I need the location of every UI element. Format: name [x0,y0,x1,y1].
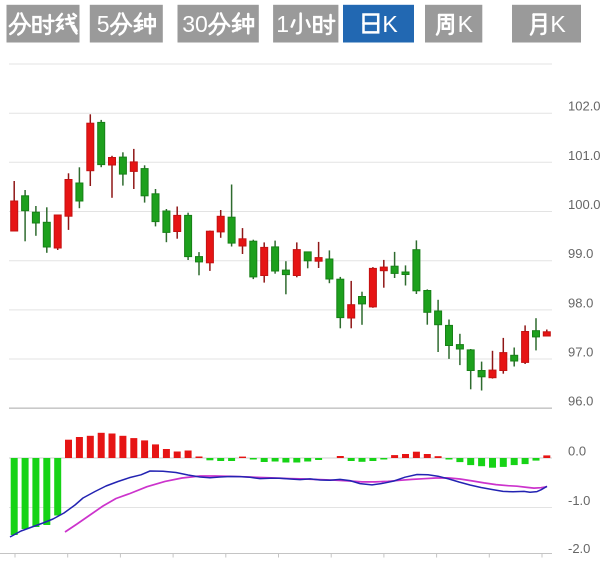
svg-text:5: 5 [97,11,110,37]
svg-text:K: K [550,11,566,37]
svg-text:0.0: 0.0 [568,444,586,459]
svg-text:-1.0: -1.0 [568,493,590,508]
svg-text:-2.0: -2.0 [568,541,590,556]
svg-text:K: K [458,11,474,37]
svg-text:96.0: 96.0 [568,394,593,409]
svg-text:K: K [382,11,398,37]
svg-text:98.0: 98.0 [568,295,593,310]
svg-text:101.0: 101.0 [568,148,601,163]
svg-text:102.0: 102.0 [568,99,601,114]
svg-text:99.0: 99.0 [568,246,593,261]
svg-text:30: 30 [182,11,208,37]
svg-text:100.0: 100.0 [568,197,601,212]
svg-text:97.0: 97.0 [568,345,593,360]
svg-text:1: 1 [276,11,289,37]
